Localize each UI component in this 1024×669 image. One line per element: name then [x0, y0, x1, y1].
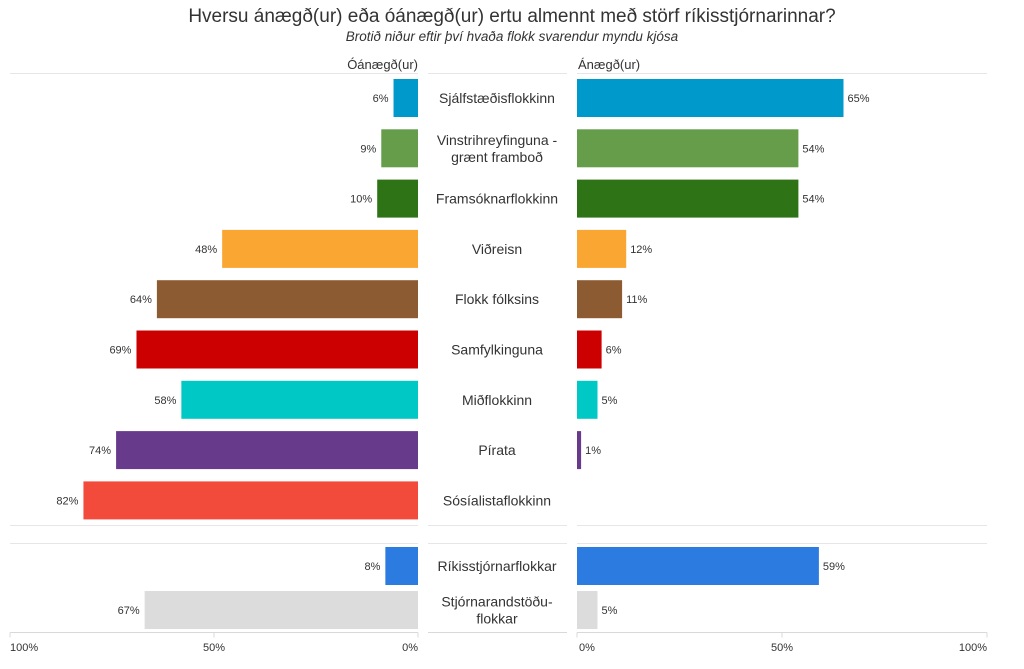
bar-dissatisfied	[393, 79, 418, 117]
category-label: Samfylkinguna	[451, 342, 543, 358]
category-label: Miðflokkinn	[462, 392, 532, 408]
left-header: Óánægð(ur)	[347, 57, 418, 72]
category-label: grænt framboð	[451, 149, 543, 165]
bar-satisfied	[577, 229, 627, 268]
bar-dissatisfied	[381, 129, 418, 168]
category-label: Viðreisn	[472, 241, 522, 257]
chart-subtitle: Brotið niður eftir því hvaða flokk svare…	[345, 29, 679, 44]
data-label-satisfied: 1%	[585, 445, 601, 457]
right-header: Ánægð(ur)	[578, 57, 640, 72]
bar-dissatisfied	[377, 179, 418, 218]
bar-satisfied	[577, 330, 602, 369]
bar-dissatisfied	[222, 229, 418, 268]
left-tick-label: 50%	[203, 642, 225, 654]
data-label-dissatisfied: 9%	[360, 143, 376, 155]
bar-satisfied	[577, 431, 582, 470]
data-label-satisfied: 54%	[802, 194, 824, 206]
left-tick-label: 100%	[10, 642, 38, 654]
category-label: Flokk fólksins	[455, 291, 539, 307]
category-label: Vinstrihreyfinguna -	[437, 132, 558, 148]
data-label-satisfied: 12%	[630, 244, 652, 256]
category-label: Ríkisstjórnarflokkar	[437, 558, 556, 574]
chart-title: Hversu ánægð(ur) eða óánægð(ur) ertu alm…	[188, 6, 836, 27]
bar-satisfied	[577, 79, 844, 117]
bar-dissatisfied	[136, 330, 419, 369]
bar-satisfied	[577, 547, 819, 585]
data-label-dissatisfied: 48%	[195, 244, 217, 256]
category-label: flokkar	[476, 611, 518, 627]
data-label-dissatisfied: 6%	[373, 93, 389, 105]
data-label-dissatisfied: 8%	[364, 561, 380, 573]
data-label-dissatisfied: 58%	[154, 395, 176, 407]
category-label: Sjálfstæðisflokkinn	[439, 90, 555, 106]
right-tick-label: 100%	[959, 642, 987, 654]
data-label-satisfied: 54%	[802, 143, 824, 155]
bar-satisfied	[577, 280, 623, 319]
data-label-satisfied: 11%	[626, 294, 647, 306]
right-tick-label: 0%	[579, 642, 595, 654]
bar-dissatisfied	[385, 547, 418, 585]
data-label-satisfied: 6%	[606, 345, 622, 357]
bar-satisfied	[577, 380, 598, 419]
bar-dissatisfied	[156, 280, 418, 319]
category-label: Sósíalistaflokkinn	[443, 492, 551, 508]
data-label-satisfied: 65%	[848, 93, 870, 105]
data-label-satisfied: 5%	[602, 395, 618, 407]
left-tick-label: 0%	[402, 642, 418, 654]
data-label-dissatisfied: 69%	[109, 345, 131, 357]
bar-satisfied	[577, 179, 799, 218]
bar-dissatisfied	[116, 431, 418, 470]
bar-dissatisfied	[83, 481, 418, 520]
data-label-dissatisfied: 10%	[350, 194, 372, 206]
data-label-dissatisfied: 74%	[89, 445, 111, 457]
category-label: Stjórnarandstöðu-	[441, 594, 553, 610]
category-label: Framsóknarflokkinn	[436, 191, 558, 207]
data-label-satisfied: 5%	[602, 605, 618, 617]
data-label-dissatisfied: 64%	[130, 294, 152, 306]
data-label-dissatisfied: 67%	[118, 605, 140, 617]
bar-satisfied	[577, 129, 799, 168]
data-label-satisfied: 59%	[823, 561, 845, 573]
bar-dissatisfied	[144, 591, 418, 629]
right-tick-label: 50%	[771, 642, 793, 654]
category-label: Pírata	[478, 442, 516, 458]
bar-satisfied	[577, 591, 598, 629]
data-label-dissatisfied: 82%	[56, 495, 78, 507]
bar-dissatisfied	[181, 380, 418, 419]
